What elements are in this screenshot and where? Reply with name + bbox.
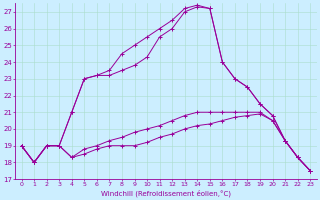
X-axis label: Windchill (Refroidissement éolien,°C): Windchill (Refroidissement éolien,°C) [101, 189, 231, 197]
